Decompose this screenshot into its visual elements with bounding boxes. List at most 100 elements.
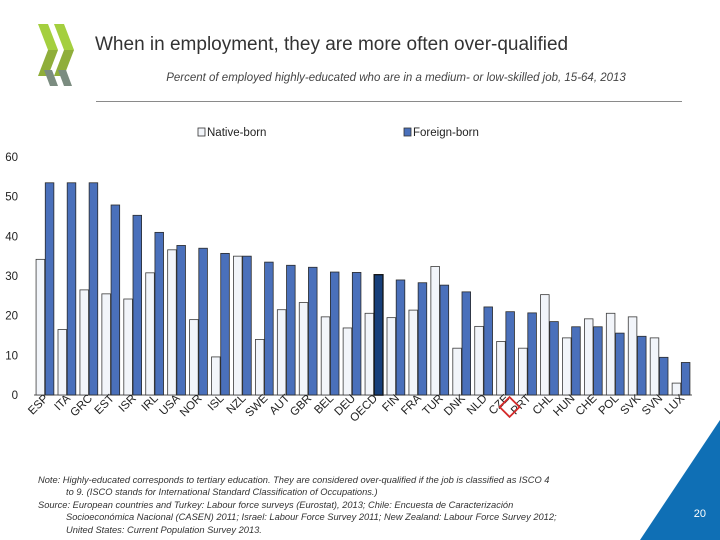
x-tick-label: EST — [93, 393, 117, 417]
bar-foreign-nzl — [242, 255, 252, 396]
bar-foreign-fra — [417, 282, 428, 396]
bar-foreign-lux — [680, 362, 691, 396]
bar-foreign-fin — [395, 279, 406, 396]
bar-native-che — [584, 318, 594, 396]
bar-foreign-aut — [286, 264, 296, 396]
x-tick-label: GRC — [68, 393, 95, 420]
x-tick-label: NOR — [178, 393, 205, 420]
bar-foreign-hun — [571, 326, 581, 396]
bar-foreign-prt — [527, 312, 537, 396]
note-line-2: to 9. (ISCO stands for International Sta… — [66, 487, 378, 498]
x-tick-label: BEL — [312, 392, 336, 416]
x-tick-label: CZE — [487, 392, 512, 417]
bar-foreign-cze — [505, 311, 515, 396]
bar-native-nld — [474, 325, 484, 396]
bar-foreign-deu — [351, 272, 362, 396]
x-tick-label: FRA — [399, 392, 424, 417]
x-tick-label: CHE — [574, 392, 600, 418]
bar-foreign-usa — [176, 245, 186, 396]
corner-decoration — [640, 420, 720, 540]
logo-chevron-3 — [44, 70, 72, 86]
bar-native-prt — [518, 347, 528, 396]
x-tick-label: LUX — [663, 392, 688, 417]
y-tick-label: 50 — [5, 192, 18, 204]
bar-native-gbr — [298, 302, 309, 396]
bar-native-fin — [386, 317, 397, 396]
bar-native-deu — [342, 327, 353, 396]
bar-foreign-nld — [483, 306, 493, 396]
bar-native-pol — [605, 312, 616, 396]
bar-native-esp — [35, 258, 46, 396]
x-tick-label: ESP — [26, 392, 51, 417]
x-tick-label: SVK — [619, 392, 644, 417]
legend-label-foreign: Foreign-born — [413, 127, 479, 139]
legend-swatch-foreign — [403, 127, 412, 137]
bar-chart: 0 10 20 30 40 50 60 Native-born Foreign-born ESP I… — [5, 127, 692, 425]
x-tick-label: USA — [157, 392, 182, 417]
bar-native-dnk — [452, 347, 462, 396]
bar-native-fra — [408, 309, 418, 396]
bar-native-grc — [79, 289, 89, 396]
bar-foreign-highlight-fill — [373, 274, 384, 396]
bar-native-est — [101, 293, 111, 396]
bar-foreign-svn — [659, 356, 669, 396]
bar-native-bel — [320, 316, 331, 396]
bar-foreign-isl — [220, 252, 230, 396]
x-tick-label: SWE — [243, 392, 270, 419]
note-line-5: United States: Current Population Survey… — [66, 524, 262, 535]
bar-foreign-chl — [549, 321, 559, 396]
bar-native-svk — [627, 316, 638, 396]
bar-foreign-svk — [637, 335, 647, 396]
bar-foreign-grc — [88, 182, 99, 396]
bar-native-oecd — [364, 312, 375, 396]
bar-native-nzl — [233, 255, 243, 396]
x-tick-label: FIN — [380, 393, 402, 415]
bar-foreign-swe — [264, 261, 274, 396]
bar-foreign-nor — [198, 247, 208, 396]
bar-native-aut — [276, 309, 287, 396]
title-divider — [96, 101, 682, 102]
y-tick-label: 30 — [5, 271, 18, 283]
bar-foreign-irl — [154, 231, 164, 396]
page-title: When in employment, they are more often … — [95, 34, 569, 55]
bar-native-swe — [254, 339, 265, 396]
bar-native-hun — [562, 337, 572, 396]
logo-chevron-1 — [38, 24, 58, 76]
bar-foreign-pol — [615, 332, 625, 396]
page-subtitle: Percent of employed highly-educated who … — [166, 72, 626, 84]
bar-foreign-gbr — [308, 266, 318, 396]
bar-foreign-bel — [329, 271, 340, 396]
legend-swatch-native — [197, 127, 206, 137]
bar-foreign-che — [593, 326, 603, 396]
x-tick-label: DNK — [442, 392, 468, 418]
x-tick-label: ISR — [117, 393, 139, 415]
bar-native-isl — [211, 356, 221, 396]
oecd-logo — [38, 24, 74, 86]
y-tick-label: 60 — [5, 152, 18, 164]
bar-native-isr — [123, 298, 133, 396]
x-tick-label: CHL — [531, 392, 556, 417]
bar-foreign-isr — [132, 214, 143, 396]
bar-foreign-dnk — [461, 291, 472, 396]
logo-chevron-2 — [54, 24, 74, 76]
bar-native-chl — [540, 294, 550, 396]
y-tick-label: 0 — [12, 390, 18, 402]
y-tick-label: 10 — [5, 350, 18, 362]
bar-native-irl — [145, 272, 155, 396]
bar-foreign-est — [110, 204, 121, 396]
bar-foreign-ita — [66, 182, 77, 396]
page-number: 20 — [693, 508, 706, 520]
bar-foreign-esp — [44, 182, 55, 396]
bar-native-svn — [649, 337, 660, 396]
bar-native-usa — [167, 249, 177, 396]
bar-foreign-tur — [439, 284, 450, 396]
footnote: Note: Highly-educated corresponds to ter… — [38, 474, 668, 536]
note-line-4: Socioeconómica Nacional (CASEN) 2011; Is… — [66, 512, 557, 523]
y-tick-label: 20 — [5, 311, 18, 323]
x-tick-label: AUT — [268, 393, 293, 418]
note-line-3: Source: European countries and Turkey: L… — [38, 499, 514, 510]
x-tick-label: GBR — [288, 393, 314, 419]
highlight-marker — [498, 395, 521, 419]
bar-native-nor — [189, 319, 199, 396]
x-tick-label: SVN — [640, 393, 665, 418]
